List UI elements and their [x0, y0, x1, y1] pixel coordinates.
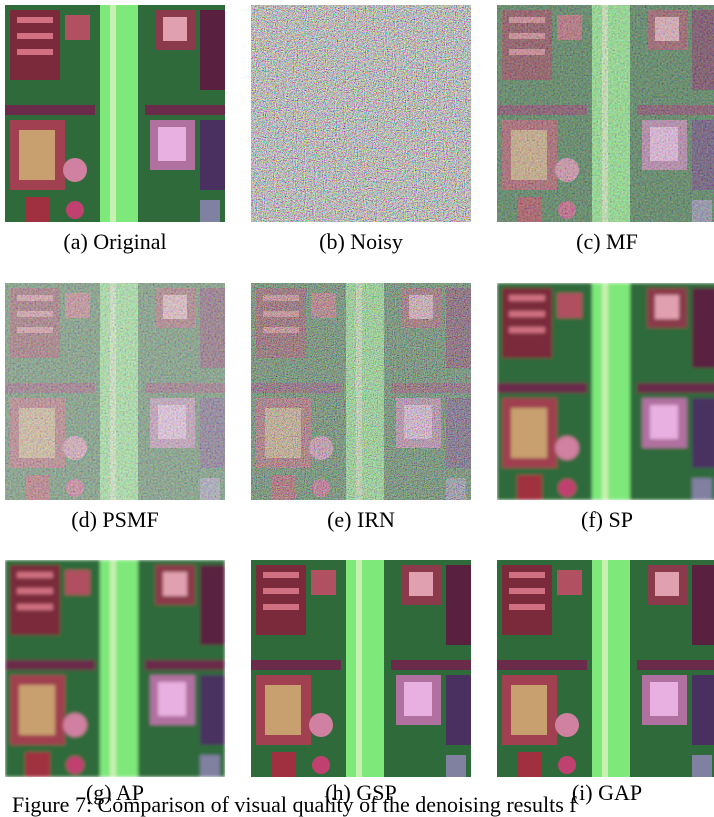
figure-caption: Figure 7: Comparison of visual quality o… — [12, 792, 577, 817]
panel-image — [497, 560, 714, 777]
panel-image — [5, 5, 225, 222]
figure: (a) Original (b) Noisy (c) MF (d) PSMF (e) I… — [0, 0, 714, 817]
panel-label: (d) PSMF — [5, 507, 225, 533]
panel-image — [497, 283, 714, 500]
panel-label: (a) Original — [5, 229, 225, 255]
panel-image — [5, 560, 225, 777]
panel-image — [497, 5, 714, 222]
panel-label: (e) IRN — [251, 507, 471, 533]
panel-label: (c) MF — [497, 229, 714, 255]
panel-image — [251, 283, 471, 500]
panel-label: (f) SP — [497, 507, 714, 533]
panel-image — [251, 5, 471, 222]
panel-label: (b) Noisy — [251, 229, 471, 255]
panel-image — [5, 283, 225, 500]
panel-image — [251, 560, 471, 777]
